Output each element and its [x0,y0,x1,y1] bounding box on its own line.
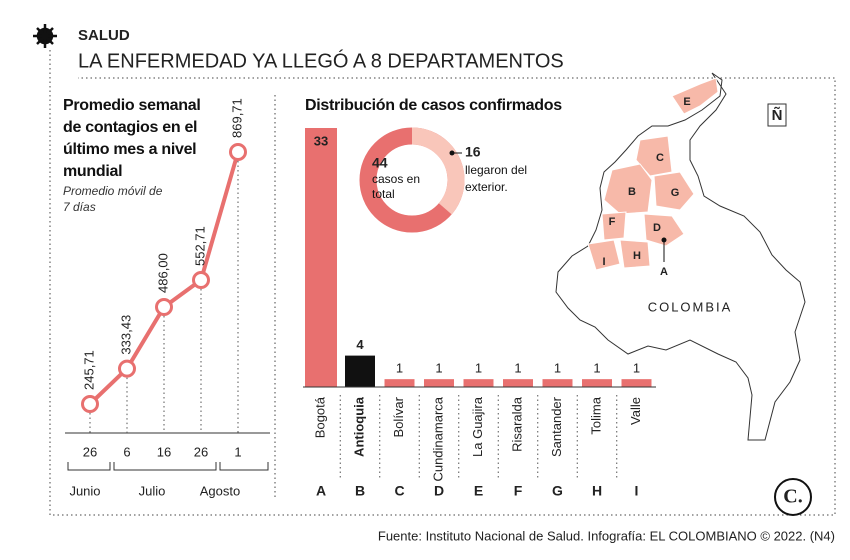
source: Fuente: Instituto Nacional de Salud. Inf… [378,528,835,543]
bar [503,379,533,387]
value-label: 1 [396,361,403,376]
section: SALUD [78,27,130,44]
point [155,297,173,316]
bar [305,128,337,387]
value-label: 1 [435,361,442,376]
bar [384,379,415,387]
letter-label: C [394,483,404,499]
donut-part-value: 16 [465,144,481,160]
line-subtitle: Promedio móvil de 7 días [63,184,163,214]
category-label: Cundinamarca [430,396,445,481]
virus-icon [33,24,57,48]
value-label: 4 [356,337,364,352]
value-label: 1 [475,361,482,376]
category-label: Tolima [588,396,603,434]
bar [621,379,652,387]
letter-label: B [355,483,365,499]
category-label: Bolívar [391,396,406,437]
category-label: Bogotá [312,396,327,438]
letter-label: E [474,483,483,499]
x-tick-label: 26 [194,444,208,459]
letter-label: F [514,483,523,499]
value-label: 245,71 [81,350,96,390]
value-label: 1 [593,361,600,376]
category-label: Risaralda [509,396,524,452]
bar [463,379,494,387]
bar [582,379,612,387]
donut-total-label: casos en total [372,172,421,201]
month-label: Julio [139,483,166,498]
map-letter: B [628,186,636,198]
map-letter: I [602,256,605,268]
map-letter: H [633,250,641,262]
value-label: 552,71 [192,226,207,266]
category-label: Valle [628,397,643,425]
value-label: 1 [554,361,561,376]
bar [424,379,454,387]
month-bracket [113,462,217,471]
letter-label: G [552,483,563,499]
x-tick-label: 16 [157,444,171,459]
map-label: COLOMBIA [648,299,733,314]
map: Ñ COLOMBIA [555,72,806,441]
donut-part-label: llegaron del exterior. [465,163,528,194]
x-tick-label: 1 [234,444,241,459]
line-title: Promedio semanal de contagios en el últi… [63,97,201,180]
value-label: 1 [633,361,640,376]
value-label: 33 [314,133,328,148]
month-label: Junio [69,483,100,498]
map-letter: C [656,152,664,164]
month-bracket [67,462,111,471]
value-label: 1 [514,361,521,376]
value-label: 869,71 [229,98,244,138]
point [81,395,99,413]
category-label: Antioquia [351,396,366,457]
bar [345,355,375,387]
logo: C. [783,486,802,508]
letter-label: I [635,483,639,499]
point [192,271,210,290]
letter-label: A [316,483,326,499]
letter-label: D [434,483,444,499]
bar-title: Distribución de casos confirmados [305,97,562,114]
north-symbol: Ñ [772,106,783,124]
map-letter: F [609,216,616,228]
donut-part [411,127,465,215]
month-bracket [219,462,269,471]
point [229,143,247,161]
map-letter: D [653,222,661,234]
map-letter: E [683,96,690,108]
bar [542,379,573,387]
map-letter: A [660,266,668,278]
x-tick-label: 6 [123,444,130,459]
value-label: 333,43 [118,315,133,355]
logo-ring [774,478,812,516]
donut-total-value: 44 [372,155,388,171]
category-label: Santander [549,396,564,457]
letter-label: H [592,483,602,499]
point [118,359,136,378]
month-label: Agosto [200,483,240,498]
x-tick-label: 26 [83,444,97,459]
map-letter: G [671,187,680,199]
title: LA ENFERMEDAD YA LLEGÓ A 8 DEPARTAMENTOS [78,49,564,72]
value-label: 486,00 [155,253,170,293]
category-label: La Guajira [470,396,485,457]
